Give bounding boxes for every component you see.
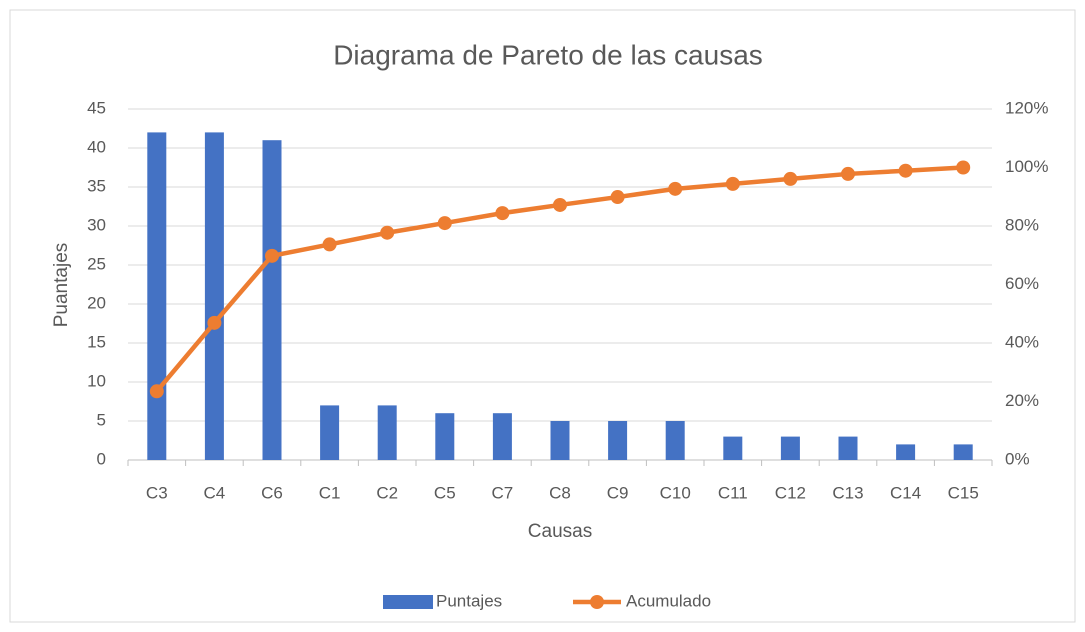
bar: [550, 421, 570, 460]
y-tick-label: 10: [87, 371, 106, 390]
y-tick-label: 15: [87, 332, 106, 351]
y-axis-label: Puantajes: [51, 243, 72, 328]
x-tick-label: C3: [146, 483, 168, 502]
legend-swatch-marker: [590, 595, 604, 609]
y-tick-label: 40: [87, 137, 106, 156]
bar: [320, 405, 340, 460]
bar: [492, 413, 512, 460]
y-tick-label: 25: [87, 254, 106, 273]
line-marker: [437, 216, 452, 231]
line-marker: [149, 384, 164, 399]
y2-tick-label: 60%: [1005, 274, 1039, 293]
x-tick-label: C5: [434, 483, 456, 502]
bar: [204, 132, 224, 460]
line-marker: [553, 197, 567, 212]
line-marker: [265, 248, 279, 263]
y-tick-label: 30: [87, 215, 106, 234]
x-tick-label: C10: [660, 483, 691, 502]
x-tick-label: C7: [492, 483, 514, 502]
x-tick-label: C6: [261, 483, 283, 502]
bar: [953, 444, 973, 460]
line-marker: [322, 237, 337, 252]
y2-tick-label: 0%: [1005, 449, 1030, 468]
bar: [262, 140, 282, 460]
x-tick-label: C1: [319, 483, 341, 502]
bar: [723, 436, 743, 460]
y2-tick-label: 80%: [1005, 215, 1039, 234]
chart-border: [9, 9, 1076, 623]
x-tick-label: C8: [549, 483, 571, 502]
x-tick-label: C11: [718, 483, 748, 502]
line-marker: [725, 176, 740, 191]
x-axis-label: Causas: [528, 521, 592, 542]
bar: [665, 421, 685, 460]
x-tick-label: C14: [890, 483, 921, 502]
y-tick-label: 35: [87, 176, 106, 195]
y2-tick-label: 40%: [1005, 332, 1039, 351]
x-tick-label: C9: [607, 483, 629, 502]
line-marker: [495, 206, 510, 221]
y-tick-label: 0: [97, 449, 106, 468]
y-tick-label: 5: [97, 410, 106, 429]
line-marker: [841, 166, 855, 181]
x-tick-label: C2: [376, 483, 398, 502]
x-tick-label: C12: [775, 483, 806, 502]
line-marker: [380, 225, 395, 240]
line-marker: [783, 171, 798, 186]
bar: [780, 436, 800, 460]
line-marker: [207, 315, 222, 330]
legend-label: Acumulado: [626, 591, 711, 610]
chart-title: Diagrama de Pareto de las causas: [333, 39, 763, 70]
bar: [896, 444, 916, 460]
legend-label: Puntajes: [436, 591, 502, 610]
line-marker: [668, 181, 683, 196]
y-tick-label: 45: [87, 98, 106, 117]
y2-tick-label: 120%: [1005, 98, 1048, 117]
x-tick-label: C4: [204, 483, 226, 502]
bar: [435, 413, 455, 460]
y2-tick-label: 100%: [1005, 157, 1048, 176]
bar: [838, 436, 858, 460]
bar: [147, 132, 167, 460]
bar: [608, 421, 628, 460]
x-tick-label: C13: [832, 483, 863, 502]
line-marker: [956, 160, 971, 175]
line-marker: [610, 190, 625, 205]
bar: [377, 405, 397, 460]
y2-tick-label: 20%: [1005, 391, 1039, 410]
legend-swatch: [383, 595, 433, 609]
y-tick-label: 20: [87, 293, 106, 312]
x-tick-label: C15: [948, 483, 979, 502]
line-marker: [898, 163, 913, 178]
